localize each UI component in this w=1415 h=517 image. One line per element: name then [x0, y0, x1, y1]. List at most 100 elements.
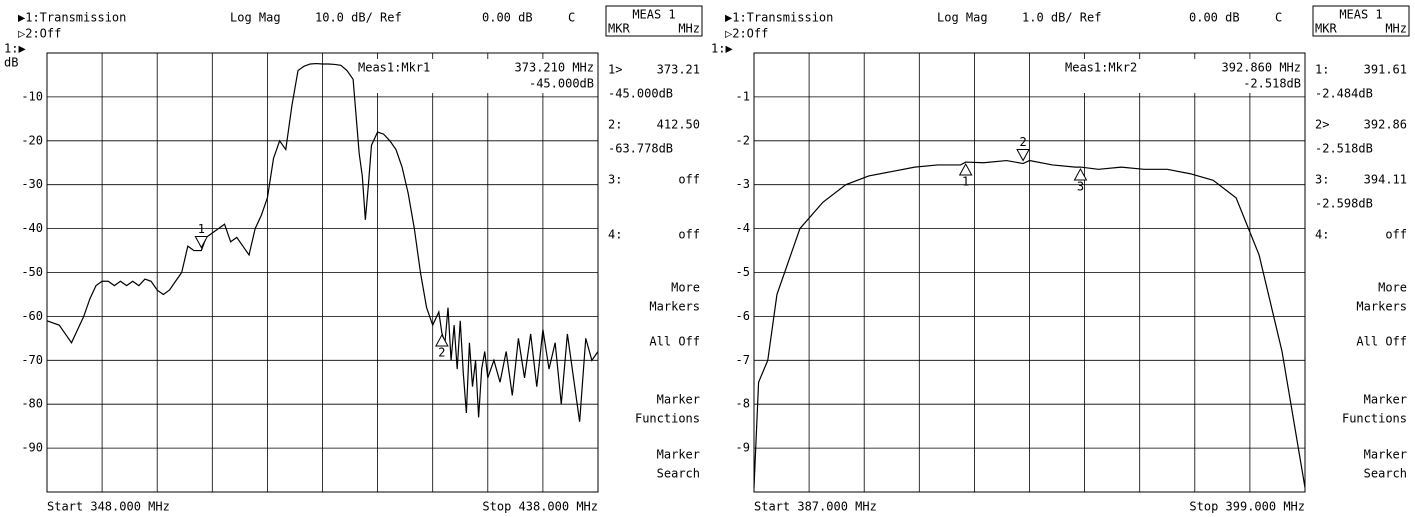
readout-freq: 412.50: [657, 118, 700, 132]
y-tick-label: -6: [736, 309, 750, 323]
marker: [1073, 168, 1088, 181]
active-marker-value: -45.000dB: [529, 77, 594, 91]
y-tick-label: -50: [21, 265, 43, 279]
channel2-label: ▷2:Off: [725, 27, 768, 41]
readout-freq: 391.61: [1364, 63, 1407, 77]
scale-label: 10.0 dB/ Ref: [315, 11, 402, 25]
softkey[interactable]: Marker: [657, 448, 700, 462]
y-tick-label: -9: [736, 441, 750, 455]
readout-amp: -2.518dB: [1315, 142, 1373, 156]
start-label: Start 387.000 MHz: [754, 500, 877, 514]
readout-id: 2:: [608, 118, 622, 132]
reference-label: 0.00 dB: [482, 11, 533, 25]
active-marker-x: 373.210 MHz: [515, 61, 594, 75]
softkey[interactable]: More: [1378, 281, 1407, 295]
softkey[interactable]: All Off: [1356, 335, 1407, 349]
softkey[interactable]: Marker: [1364, 393, 1407, 407]
softkey[interactable]: Functions: [1342, 412, 1407, 426]
y-tick-label: -2: [736, 133, 750, 147]
readout-freq: off: [678, 228, 700, 242]
start-label: Start 348.000 MHz: [47, 500, 170, 514]
marker-label: 1: [198, 222, 205, 236]
coupling-label: C: [568, 11, 575, 25]
readout-bg: [1062, 59, 1302, 93]
stop-label: Stop 399.000 MHz: [1189, 500, 1305, 514]
readout-id: 2>: [1315, 118, 1329, 132]
y-tick-label: -30: [21, 177, 43, 191]
readout-freq: 373.21: [657, 63, 700, 77]
readout-amp: -2.484dB: [1315, 87, 1373, 101]
readout-amp: -63.778dB: [608, 142, 673, 156]
marker-label: 1: [962, 175, 969, 189]
y-tick-label: -5: [736, 265, 750, 279]
active-marker-name: Meas1:Mkr1: [358, 61, 430, 75]
softkey-title: MEAS 1: [632, 8, 675, 22]
softkey[interactable]: Search: [1364, 467, 1407, 481]
softkey[interactable]: More: [671, 281, 700, 295]
readout-id: 3:: [1315, 173, 1329, 187]
y-unit: dB: [4, 56, 18, 70]
trace: [46, 62, 599, 422]
readout-id: 1:: [1315, 63, 1329, 77]
softkey-unit: MKR: [608, 22, 630, 36]
readout-id: 1>: [608, 63, 622, 77]
readout-freq: off: [678, 173, 700, 187]
active-marker-x: 392.860 MHz: [1222, 61, 1301, 75]
coupling-label: C: [1275, 11, 1282, 25]
y-tick-label: -3: [736, 177, 750, 191]
softkey[interactable]: Search: [657, 467, 700, 481]
softkey-unit: MKR: [1315, 22, 1337, 36]
format-label: Log Mag: [937, 11, 988, 25]
reference-marker: 1:▶: [711, 42, 733, 56]
y-tick-label: -90: [21, 441, 43, 455]
y-tick-label: -1: [736, 89, 750, 103]
y-tick-label: -7: [736, 353, 750, 367]
trace: [753, 159, 1306, 488]
readout-id: 4:: [1315, 228, 1329, 242]
reference-marker: 1:▶: [4, 42, 26, 56]
softkey[interactable]: Functions: [635, 412, 700, 426]
softkey[interactable]: Marker: [657, 393, 700, 407]
marker-label: 2: [1019, 135, 1026, 149]
softkey[interactable]: Markers: [649, 300, 700, 314]
readout-amp: -45.000dB: [608, 87, 673, 101]
scale-label: 1.0 dB/ Ref: [1022, 11, 1101, 25]
readout-freq: 392.86: [1364, 118, 1407, 132]
readout-amp: -2.598dB: [1315, 197, 1373, 211]
channel2-label: ▷2:Off: [18, 27, 61, 41]
y-tick-label: -80: [21, 397, 43, 411]
reference-label: 0.00 dB: [1189, 11, 1240, 25]
channel-label: ▶1:Transmission: [725, 11, 833, 25]
y-tick-label: -70: [21, 353, 43, 367]
softkey-unit: MHz: [1385, 22, 1407, 36]
y-tick-label: -10: [21, 89, 43, 103]
softkey[interactable]: Marker: [1364, 448, 1407, 462]
softkey[interactable]: Markers: [1356, 300, 1407, 314]
readout-bg: [355, 59, 595, 93]
marker: [1016, 149, 1030, 162]
marker: [435, 333, 449, 347]
marker: [194, 236, 209, 249]
marker-label: 3: [1077, 180, 1084, 194]
active-marker-value: -2.518dB: [1243, 77, 1301, 91]
marker-label: 2: [438, 345, 445, 359]
y-tick-label: -4: [736, 221, 750, 235]
y-tick-label: -40: [21, 221, 43, 235]
marker: [958, 163, 973, 176]
readout-freq: off: [1385, 228, 1407, 242]
softkey-title-box: [605, 5, 703, 37]
y-tick-label: -20: [21, 133, 43, 147]
readout-id: 3:: [608, 173, 622, 187]
y-tick-label: -8: [736, 397, 750, 411]
readout-freq: 394.11: [1364, 173, 1407, 187]
softkey-unit: MHz: [678, 22, 700, 36]
softkey-title: MEAS 1: [1339, 8, 1382, 22]
y-tick-label: -60: [21, 309, 43, 323]
active-marker-name: Meas1:Mkr2: [1065, 61, 1137, 75]
softkey-title-box: [1312, 5, 1410, 37]
format-label: Log Mag: [230, 11, 281, 25]
stop-label: Stop 438.000 MHz: [482, 500, 598, 514]
softkey[interactable]: All Off: [649, 335, 700, 349]
channel-label: ▶1:Transmission: [18, 11, 126, 25]
